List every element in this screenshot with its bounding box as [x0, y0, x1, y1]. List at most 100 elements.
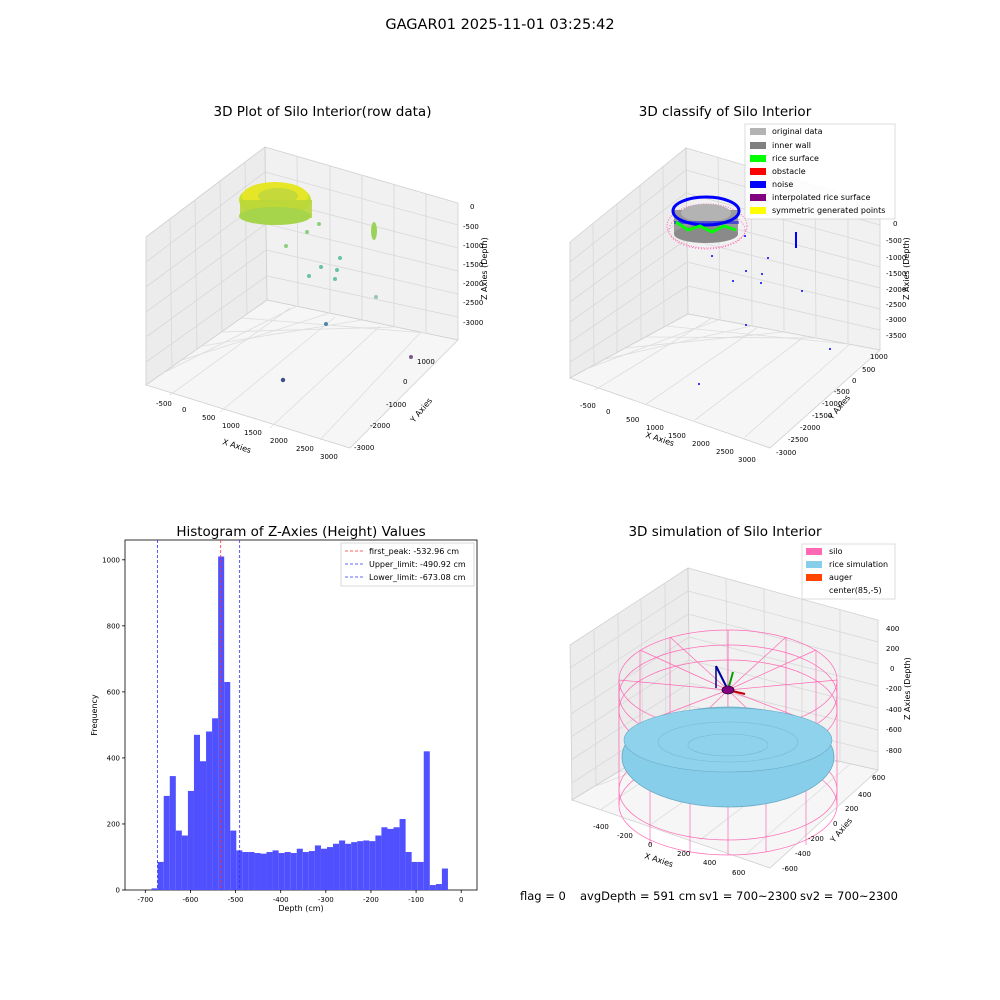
histogram-x-tick-label: -100 [408, 896, 424, 904]
histogram-bar [169, 776, 176, 890]
histogram-x-tick-label: 0 [459, 896, 463, 904]
histogram-bar [381, 827, 388, 890]
histogram-bar [339, 840, 346, 890]
simulation-x-tick: -200 [617, 832, 633, 840]
histogram-y-tick-label: 800 [107, 622, 120, 630]
simulation-z-tick: -800 [886, 747, 902, 755]
histogram-bar [163, 795, 170, 890]
classify-y-tick: 500 [862, 366, 875, 374]
simulation-legend: silo rice simulation auger center(85,-5) [801, 543, 896, 600]
histogram-bar [218, 556, 225, 890]
raw-z-tick: -2500 [463, 299, 483, 307]
simulation-y-ticks: 600 400 200 0 -200 -400 -600 [782, 774, 885, 873]
legend-first-peak: first_peak: -532.96 cm [369, 547, 459, 556]
histogram-y-ticks: 0 200 400 600 800 1000 [102, 556, 125, 895]
histogram-bar [248, 852, 255, 890]
raw-x-tick: 3000 [320, 453, 338, 461]
simulation-y-tick: -600 [782, 865, 798, 873]
classify-x-tick: 2500 [716, 448, 734, 456]
raw-x-tick: 0 [182, 406, 186, 414]
raw-x-ticks: -500 0 500 1000 1500 2000 2500 3000 [156, 400, 338, 461]
histogram-y-tick-label: 1000 [102, 556, 120, 564]
histogram-bar [224, 681, 231, 890]
raw-y-tick: -1000 [386, 401, 406, 409]
raw-z-ticks: 0 -500 -1000 -1500 -2000 -2500 -3000 [463, 203, 483, 327]
raw-z-tick: -500 [463, 223, 479, 231]
classify-y-tick: 1000 [870, 353, 888, 361]
histogram-y-tick-label: 400 [107, 754, 120, 762]
auger-marker [715, 665, 746, 695]
simulation-z-ticks: 400 200 0 -200 -400 -600 -800 [886, 625, 902, 755]
histogram-bar [405, 852, 412, 890]
legend-swatch-auger [806, 574, 822, 581]
histogram-bar [369, 841, 376, 890]
classify-x-tick: 2000 [692, 440, 710, 448]
legend-swatch-inner-wall [750, 142, 766, 149]
histogram-bar [351, 842, 358, 890]
legend-label-center: center(85,-5) [829, 586, 882, 595]
raw-y-tick: 1000 [417, 358, 435, 366]
histogram-title: Histogram of Z-Axies (Height) Values [176, 524, 426, 540]
legend-label-auger: auger [829, 573, 853, 582]
histogram-bar [314, 845, 321, 890]
legend-label-inner-wall: inner wall [772, 141, 811, 150]
simulation-x-ticks: -400 -200 0 200 400 600 [593, 823, 745, 877]
simulation-y-tick: 0 [833, 820, 837, 828]
histogram-bar [417, 861, 424, 890]
histogram-bar [320, 848, 327, 890]
legend-label-rice-surface: rice surface [772, 154, 819, 163]
raw-y-tick: 0 [403, 378, 407, 386]
raw-z-tick: -2000 [463, 280, 483, 288]
simulation-x-tick: -400 [593, 823, 609, 831]
histogram-bar [302, 852, 309, 890]
simulation-x-tick: 200 [677, 850, 690, 858]
histogram-bar [284, 852, 291, 890]
histogram-bar [193, 734, 201, 890]
legend-swatch-original-data [750, 128, 766, 135]
raw-z-tick: -1000 [463, 242, 483, 250]
classify-x-tick: -500 [580, 402, 596, 410]
histogram-y-label: Frequency [90, 694, 99, 736]
plot4-title: 3D simulation of Silo Interior [628, 524, 822, 540]
classify-z-tick: -3500 [886, 332, 906, 340]
raw-z-label: Z Axies (Depth) [480, 237, 489, 300]
raw-z-tick: 0 [470, 203, 474, 211]
raw-y-tick: -2000 [370, 422, 390, 430]
raw-x-tick: 2000 [270, 437, 288, 445]
histogram-bar [326, 847, 334, 890]
legend-lower-limit: Lower_limit: -673.08 cm [369, 573, 466, 582]
histogram-bar [212, 718, 219, 890]
simulation-x-tick: 0 [648, 841, 652, 849]
simulation-y-tick: 600 [872, 774, 885, 782]
classify-z-tick: -3000 [886, 316, 906, 324]
legend-swatch-rice-simulation [806, 561, 822, 568]
classify-x-tick: 3000 [738, 456, 756, 464]
classify-x-ticks: -500 0 500 1000 1500 2000 2500 3000 [580, 402, 756, 464]
histogram-bar [272, 850, 279, 890]
histogram-x-tick-label: -200 [363, 896, 379, 904]
classify-noise-points [698, 235, 831, 385]
histogram-bar [296, 848, 303, 890]
histogram-bar [423, 751, 430, 890]
status-sv1: sv1 = 700~2300 [699, 889, 797, 903]
classify-y-tick: -2500 [788, 436, 808, 444]
classify-z-tick: 0 [893, 220, 897, 228]
simulation-z-tick: -600 [886, 726, 902, 734]
histogram-bar [375, 835, 382, 890]
classify-x-tick: 1000 [646, 424, 664, 432]
legend-swatch-silo [806, 548, 822, 555]
simulation-z-tick: 0 [890, 665, 894, 673]
classify-y-tick: -500 [834, 388, 850, 396]
legend-upper-limit: Upper_limit: -490.92 cm [369, 560, 466, 569]
simulation-z-label: Z Axies (Depth) [903, 657, 912, 720]
histogram-bar [411, 861, 418, 890]
simulation-z-tick: -400 [886, 706, 902, 714]
classify-y-ticks: 1000 500 0 -500 -1000 -1500 -2000 -2500 … [776, 353, 888, 457]
histogram-bar [290, 853, 297, 890]
simulation-x-label: X Axies [643, 851, 674, 869]
histogram-bars [151, 556, 448, 890]
classify-z-label: Z Axies (Depth) [902, 237, 911, 300]
simulation-y-tick: 200 [845, 805, 858, 813]
